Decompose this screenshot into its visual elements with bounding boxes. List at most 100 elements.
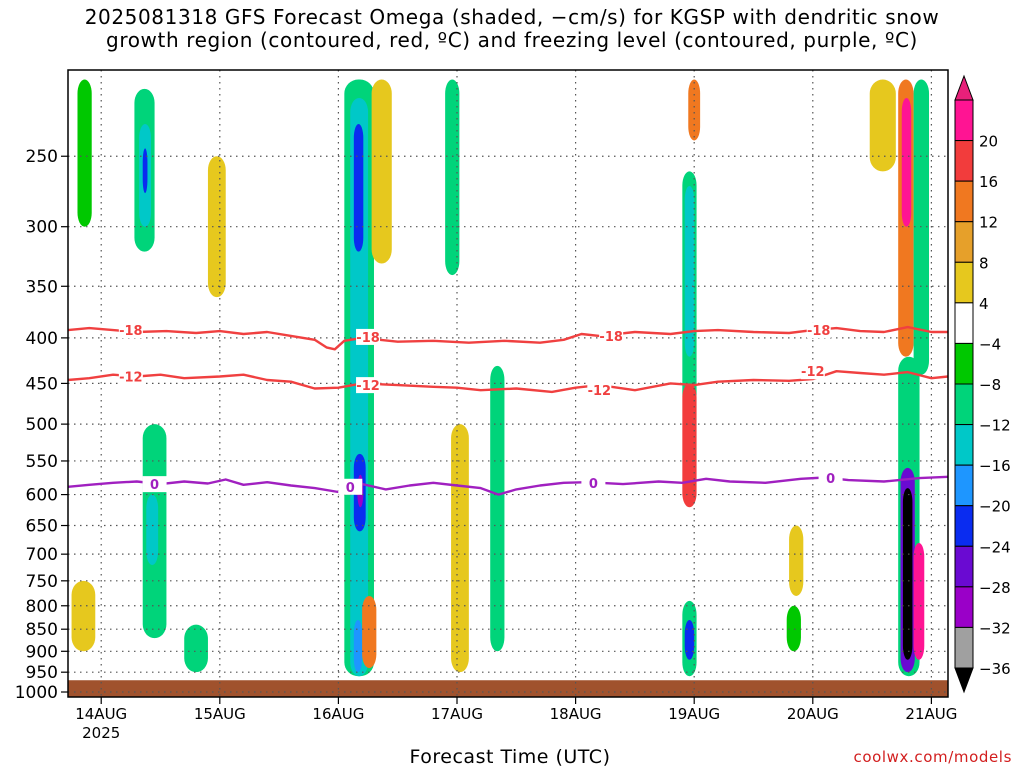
contour-label-bg-6: [587, 382, 612, 399]
contour-label-bg-3: [806, 322, 831, 339]
colorbar-swatch-9: [954, 424, 974, 466]
colorbar-swatch-3: [954, 180, 974, 223]
colorbar-swatch-7: [954, 342, 974, 385]
ground-fill: [68, 680, 948, 697]
y-tick-label-450: 450: [26, 374, 58, 394]
y-tick-label-750: 750: [26, 572, 58, 592]
colorbar-label-9: −20: [979, 498, 1011, 516]
contour-label-2: -18: [599, 330, 623, 345]
x-tick-label-16AUG: 16AUG: [312, 705, 364, 723]
contour-label-8: 0: [150, 478, 159, 493]
contour-line-2: [67, 475, 949, 496]
colorbar-label-2: 12: [979, 214, 998, 232]
x-tick-label-15AUG: 15AUG: [194, 705, 246, 723]
omega-cell-0: [77, 79, 92, 227]
y-tick-label-700: 700: [26, 545, 58, 565]
omega-cell-17: [445, 79, 460, 276]
y-tick-label-1000: 1000: [15, 683, 58, 703]
colorbar-label-10: −24: [979, 538, 1011, 556]
y-tick-label-950: 950: [26, 663, 58, 683]
colorbar-swatch-8: [954, 383, 974, 426]
y-tick-label-850: 850: [26, 620, 58, 640]
contour-label-bg-2: [599, 327, 624, 344]
y-tick-label-600: 600: [26, 486, 58, 506]
contour-label-bg-7: [800, 363, 825, 380]
colorbar-swatch-5: [954, 261, 974, 304]
contour-label-bg-9: [338, 478, 363, 495]
x-tick-label-14AUG: 14AUG: [75, 705, 127, 723]
contour-label-bg-1: [356, 328, 381, 345]
omega-cell-18: [490, 365, 505, 652]
x-tick-label-18AUG: 18AUG: [550, 705, 602, 723]
contour-label-1: -18: [356, 331, 380, 346]
y-tick-label-550: 550: [26, 452, 58, 472]
omega-cell-34: [913, 542, 925, 660]
omega-cell-19: [451, 424, 469, 673]
contour-label-5: -12: [356, 379, 380, 394]
colorbar-label-8: −16: [979, 457, 1011, 475]
omega-cell-14: [353, 619, 363, 673]
omega-cell-28: [869, 79, 896, 172]
x-tick-label-20AUG: 20AUG: [787, 705, 839, 723]
colorbar-swatch-14: [954, 626, 974, 669]
y-tick-label-500: 500: [26, 415, 58, 435]
x-tick-label-17AUG: 17AUG: [431, 705, 483, 723]
y-tick-label-400: 400: [26, 329, 58, 349]
colorbar-label-6: −8: [979, 376, 1001, 394]
contour-label-11: 0: [826, 472, 835, 487]
x-tick-label-21AUG: 21AUG: [905, 705, 957, 723]
contour-label-bg-4: [118, 368, 143, 385]
colorbar-arrow-top: [954, 74, 974, 101]
colorbar-swatch-13: [954, 586, 974, 628]
omega-cell-30: [901, 97, 912, 227]
contour-label-6: -12: [588, 384, 612, 399]
contour-label-bg-10: [581, 474, 606, 491]
colorbar-swatch-4: [954, 221, 974, 263]
contour-label-bg-8: [142, 476, 167, 493]
colorbar-label-13: −36: [979, 660, 1011, 678]
omega-cell-8: [184, 624, 208, 673]
y-tick-label-350: 350: [26, 277, 58, 297]
site-credit[interactable]: coolwx.com/models: [853, 748, 1012, 766]
contour-label-9: 0: [346, 481, 355, 496]
contour-label-bg-0: [118, 322, 143, 339]
colorbar-swatch-1: [954, 99, 974, 142]
omega-cell-16: [371, 79, 392, 264]
colorbar-swatch-12: [954, 545, 974, 588]
title-line-1: 2025081318 GFS Forecast Omega (shaded, −…: [84, 5, 940, 29]
colorbar-swatch-2: [954, 140, 974, 182]
colorbar-label-11: −28: [979, 579, 1011, 597]
contour-label-bg-11: [818, 470, 843, 487]
omega-cell-22: [682, 383, 697, 508]
y-tick-label-800: 800: [26, 597, 58, 617]
colorbar-label-12: −32: [979, 619, 1011, 637]
omega-cell-33: [902, 488, 913, 660]
omega-cell-7: [207, 156, 226, 298]
chart-title: 2025081318 GFS Forecast Omega (shaded, −…: [0, 6, 1024, 52]
colorbar-swatch-11: [954, 505, 974, 547]
x-year-label: 2025: [82, 724, 120, 742]
title-line-2: growth region (contoured, red, ºC) and f…: [106, 28, 918, 52]
colorbar-label-1: 16: [979, 173, 998, 191]
x-tick-label-19AUG: 19AUG: [668, 705, 720, 723]
contour-label-10: 0: [589, 477, 598, 492]
omega-cell-6: [71, 580, 96, 652]
contour-label-bg-5: [356, 377, 381, 394]
omega-cell-23: [688, 79, 701, 141]
colorbar-label-0: 20: [979, 133, 998, 151]
x-axis-title: Forecast Time (UTC): [409, 746, 611, 768]
colorbar-swatch-10: [954, 464, 974, 507]
omega-cell-3: [142, 148, 148, 194]
omega-cell-5: [146, 494, 159, 566]
omega-cell-11: [353, 124, 364, 252]
colorbar: 20 16 12 8 4 −4 −8 −12 −16 −20 −24 −28 −32 −36: [954, 74, 1011, 694]
colorbar-label-5: −4: [979, 335, 1001, 353]
omega-cell-15: [362, 595, 377, 669]
colorbar-label-7: −12: [979, 417, 1011, 435]
colorbar-label-3: 8: [979, 254, 989, 272]
colorbar-arrow-bottom: [954, 667, 974, 694]
y-tick-label-250: 250: [26, 147, 58, 167]
colorbar-swatch-6: [954, 302, 974, 344]
omega-cell-26: [789, 525, 804, 596]
